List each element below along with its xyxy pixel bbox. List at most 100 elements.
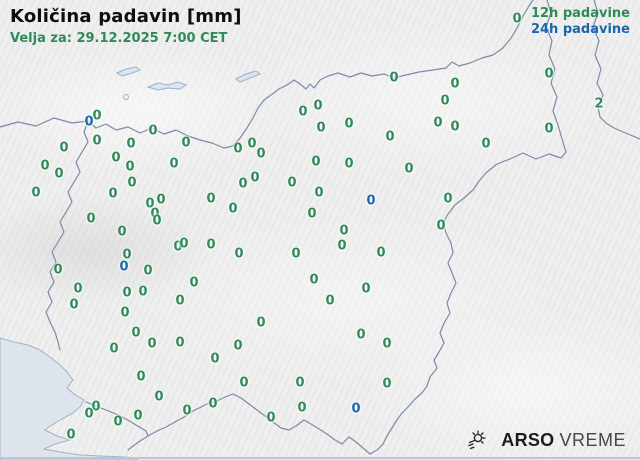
station-value-12h: 0 xyxy=(436,218,446,234)
station-value-12h: 0 xyxy=(206,237,216,253)
sea-region xyxy=(0,337,139,460)
station-value-12h: 0 xyxy=(147,336,157,352)
station-value-12h: 0 xyxy=(148,123,158,139)
station-value-12h: 0 xyxy=(138,284,148,300)
station-value-12h: 0 xyxy=(404,161,414,177)
station-value-12h: 0 xyxy=(122,247,132,263)
station-value-12h: 0 xyxy=(544,66,554,82)
brand-vreme: VREME xyxy=(559,429,626,450)
station-value-24h: 0 xyxy=(84,114,94,130)
map-header: Količina padavin [mm] Velja za: 29.12.20… xyxy=(10,6,242,46)
station-value-12h: 0 xyxy=(337,238,347,254)
station-value-12h: 0 xyxy=(298,104,308,120)
lake-shape xyxy=(115,66,142,77)
station-value-12h: 0 xyxy=(173,239,183,255)
station-value-12h: 0 xyxy=(440,93,450,109)
station-value-12h: 0 xyxy=(59,140,69,156)
station-value-12h: 0 xyxy=(238,176,248,192)
station-value-12h: 0 xyxy=(256,146,266,162)
station-value-12h: 0 xyxy=(169,156,179,172)
station-value-12h: 0 xyxy=(125,159,135,175)
station-value-12h: 0 xyxy=(313,98,323,114)
station-value-12h: 0 xyxy=(84,406,94,422)
legend: 12h padavine 24h padavine xyxy=(531,6,630,38)
station-value-12h: 0 xyxy=(250,170,260,186)
page-title: Količina padavin [mm] xyxy=(10,6,242,27)
station-value-12h: 0 xyxy=(131,325,141,341)
border-italy-austria xyxy=(0,117,89,128)
station-value-12h: 0 xyxy=(382,376,392,392)
station-value-24h: 0 xyxy=(119,259,129,275)
station-value-12h: 0 xyxy=(239,375,249,391)
legend-item-12h[interactable]: 12h padavine xyxy=(530,6,630,21)
brand-arso: ARSO xyxy=(501,429,555,450)
station-value-12h: 0 xyxy=(385,129,395,145)
station-value-12h: 0 xyxy=(86,211,96,227)
station-value-12h: 0 xyxy=(133,408,143,424)
station-value-12h: 0 xyxy=(325,293,335,309)
station-value-12h: 0 xyxy=(309,272,319,288)
border-north-austria xyxy=(87,0,534,149)
station-value-24h: 0 xyxy=(351,401,361,417)
border-west-italy xyxy=(45,120,89,351)
station-value-12h: 0 xyxy=(376,245,386,261)
brand-text: ARSO VREME xyxy=(501,430,626,451)
station-value-12h: 0 xyxy=(314,185,324,201)
legend-item-24h[interactable]: 24h padavine xyxy=(530,22,630,37)
station-value-12h: 0 xyxy=(433,115,443,131)
station-value-12h: 0 xyxy=(120,305,130,321)
valid-time-label: Velja za: 29.12.2025 7:00 CET xyxy=(10,31,228,46)
station-value-12h: 0 xyxy=(136,369,146,385)
station-value-12h: 0 xyxy=(175,293,185,309)
station-value-12h: 0 xyxy=(247,136,257,152)
station-value-12h: 0 xyxy=(450,76,460,92)
station-value-12h: 0 xyxy=(233,338,243,354)
station-value-12h: 0 xyxy=(175,335,185,351)
station-value-12h: 0 xyxy=(256,315,266,331)
station-value-12h: 0 xyxy=(91,399,101,415)
station-value-12h: 0 xyxy=(117,224,127,240)
station-value-12h: 0 xyxy=(287,175,297,191)
lake-shape xyxy=(235,70,262,83)
station-value-12h: 0 xyxy=(126,136,136,152)
station-value-12h: 0 xyxy=(66,427,76,443)
station-value-12h: 0 xyxy=(122,285,132,301)
station-value-12h: 0 xyxy=(228,201,238,217)
station-value-12h: 0 xyxy=(481,136,491,152)
station-value-12h: 0 xyxy=(179,236,189,252)
station-value-12h: 0 xyxy=(544,121,554,137)
lake-shape xyxy=(146,81,188,91)
border-northeast-hungary xyxy=(592,0,640,140)
station-value-12h: 0 xyxy=(69,297,79,313)
station-value-12h: 0 xyxy=(53,262,63,278)
station-value-12h: 0 xyxy=(311,154,321,170)
station-value-12h: 0 xyxy=(382,336,392,352)
brand-watermark: ARSO VREME xyxy=(465,428,626,452)
station-value-12h: 0 xyxy=(206,191,216,207)
station-value-12h: 0 xyxy=(356,327,366,343)
arso-weather-icon xyxy=(468,430,486,450)
station-value-12h: 0 xyxy=(307,206,317,222)
station-value-12h: 0 xyxy=(127,175,137,191)
station-value-12h: 0 xyxy=(208,396,218,412)
map-bottom-border xyxy=(0,457,640,459)
station-value-12h: 0 xyxy=(92,133,102,149)
station-value-12h: 0 xyxy=(234,246,244,262)
station-value-12h: 0 xyxy=(361,281,371,297)
station-value-12h: 0 xyxy=(156,192,166,208)
station-value-12h: 0 xyxy=(152,213,162,229)
station-value-12h: 0 xyxy=(108,186,118,202)
station-value-12h: 0 xyxy=(143,263,153,279)
station-value-12h: 0 xyxy=(443,191,453,207)
station-value-12h: 0 xyxy=(266,410,276,426)
station-value-12h: 0 xyxy=(233,141,243,157)
station-value-12h: 0 xyxy=(389,70,399,86)
border-east-croatia xyxy=(127,0,567,455)
station-value-12h: 0 xyxy=(109,341,119,357)
station-value-12h: 0 xyxy=(182,403,192,419)
station-value-12h: 0 xyxy=(295,375,305,391)
station-value-12h: 0 xyxy=(316,120,326,136)
station-value-12h: 0 xyxy=(512,11,522,27)
station-value-12h: 0 xyxy=(210,351,220,367)
